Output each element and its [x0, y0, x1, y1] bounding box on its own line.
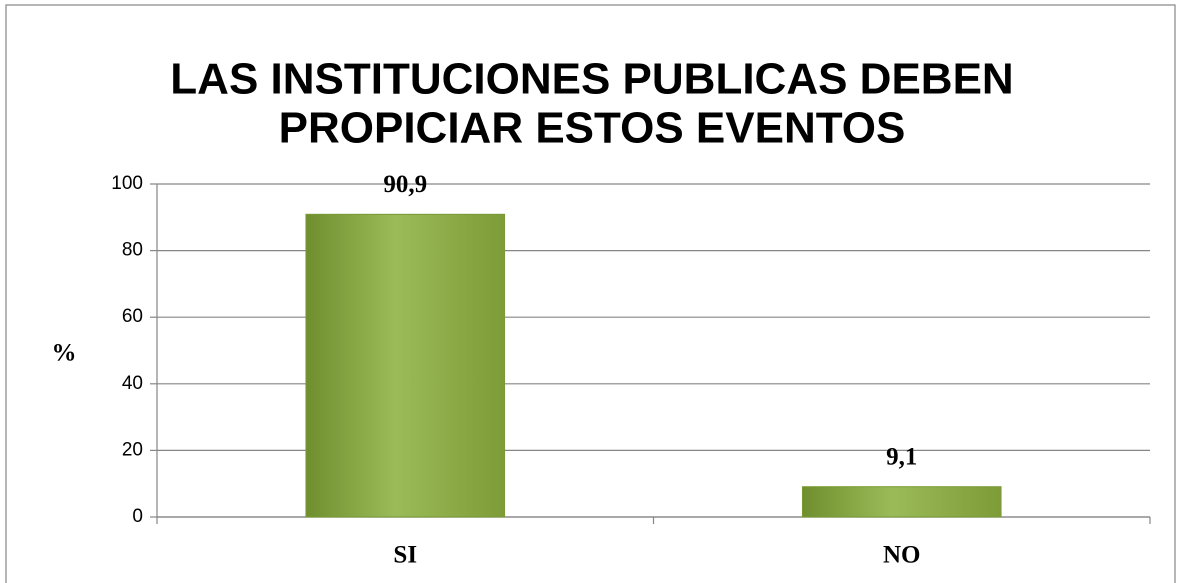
chart-title: PROPICIAR ESTOS EVENTOS: [279, 104, 906, 153]
data-label: 9,1: [886, 443, 917, 470]
y-axis-label: %: [52, 340, 77, 367]
x-tick-label: SI: [393, 542, 417, 569]
bar: [305, 213, 506, 518]
y-tick-label: 100: [111, 173, 143, 194]
y-tick-label: 60: [122, 306, 143, 327]
y-tick-label: 80: [122, 240, 143, 261]
bar: [801, 486, 1002, 518]
y-tick-label: 0: [132, 506, 143, 527]
data-label: 90,9: [383, 171, 427, 198]
x-tick-label: NO: [883, 542, 921, 569]
chart-title: LAS INSTITUCIONES PUBLICAS DEBEN: [170, 55, 1013, 104]
y-tick-label: 40: [122, 373, 143, 394]
y-tick-label: 20: [122, 439, 143, 460]
